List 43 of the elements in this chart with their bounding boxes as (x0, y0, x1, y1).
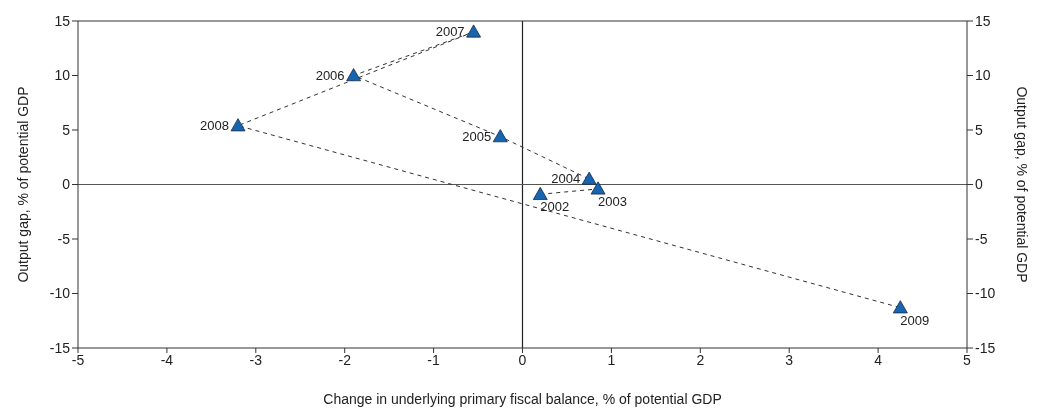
annotation: 2005 (462, 128, 492, 144)
point (466, 24, 482, 38)
y-tick-label: 15 (54, 12, 71, 29)
x-tick-label: -3 (249, 351, 263, 368)
y2-axis-title: Output gap, % of potential GDP (1014, 86, 1031, 283)
y-tick-label: -15 (49, 339, 71, 356)
y2-tick-label: 10 (975, 67, 991, 84)
x-tick-label: 5 (963, 351, 972, 368)
point (892, 300, 908, 314)
y2-tick-label: -10 (975, 285, 996, 302)
y-tick-label: -5 (57, 230, 71, 247)
y2-tick-label: -15 (975, 339, 996, 356)
x-tick-label: 4 (874, 351, 883, 368)
point (590, 181, 606, 195)
y2-tick-label: 15 (975, 12, 991, 29)
x-tick-label: -1 (427, 351, 441, 368)
x-tick-label: 2 (696, 351, 705, 368)
point (346, 68, 361, 82)
y-tick-label: 10 (54, 67, 71, 84)
x-tick-label: 1 (607, 351, 616, 368)
y2-tick-label: 0 (975, 176, 983, 193)
point (581, 171, 597, 185)
x-tick-label: 3 (785, 351, 794, 368)
annotation: 2002 (540, 199, 570, 215)
point (492, 129, 508, 143)
x-tick-label: 0 (518, 351, 527, 368)
annotation: 2004 (551, 171, 581, 187)
annotation: 2006 (315, 67, 345, 83)
point (230, 118, 246, 132)
annotation: 2009 (900, 312, 930, 328)
annotation: 2008 (200, 117, 230, 133)
y-axis-title: Output gap, % of potential GDP (14, 86, 31, 283)
y-tick-label: -10 (49, 285, 71, 302)
point (532, 186, 548, 200)
y2-tick-label: -5 (975, 230, 988, 247)
x-tick-label: -2 (338, 351, 352, 368)
annotation: 2007 (435, 23, 465, 39)
y2-tick-label: 5 (975, 121, 983, 138)
x-tick-label: -4 (160, 351, 174, 368)
y-tick-label: 5 (62, 121, 71, 138)
annotation: 2003 (598, 193, 627, 209)
y-tick-label: 0 (62, 176, 71, 193)
x-axis-title: Change in underlying primary fiscal balance, % of potential GDP (323, 391, 722, 407)
